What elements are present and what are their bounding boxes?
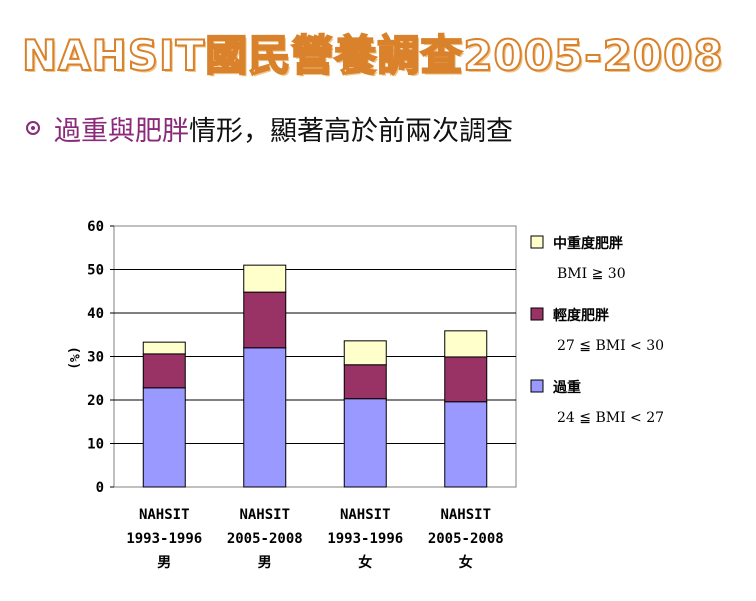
legend-criterion-1: BMI ≧ 30 <box>557 266 626 282</box>
x-category-4-line-2: 2005-2008 <box>428 531 504 547</box>
bar-2-series-3 <box>243 264 287 293</box>
legend: 中重度肥胖 BMI ≧ 30 輕度肥胖 27 ≦ BMI < 30 過重 24 ≦ BMI… <box>530 235 664 426</box>
bar-1-series-2 <box>142 353 186 389</box>
y-axis-label: (%) <box>66 346 81 369</box>
slide-title: NAHSIT國民營養調查2005-2008 <box>21 30 724 81</box>
x-category-2-line-1: NAHSIT <box>239 507 290 523</box>
x-category-3-line-1: NAHSIT <box>340 507 391 523</box>
bar-4-series-3 <box>444 330 488 358</box>
y-tick-label-30: 30 <box>87 350 104 366</box>
x-category-4-line-3: 女 <box>459 554 473 571</box>
x-category-1-line-1: NAHSIT <box>139 507 190 523</box>
legend-swatch-2 <box>530 307 544 321</box>
bars <box>142 264 488 488</box>
bar-4-series-2 <box>444 356 488 403</box>
bullet-text: 過重與肥胖情形，顯著高於前兩次調查 <box>54 109 513 148</box>
legend-criterion-3: 24 ≦ BMI < 27 <box>557 410 664 426</box>
bar-3-series-1 <box>343 398 387 488</box>
bullet-circle-icon <box>26 121 40 135</box>
x-category-2-line-3: 男 <box>258 555 272 571</box>
y-tick-label-50: 50 <box>87 263 104 279</box>
y-tick-label-20: 20 <box>87 393 104 409</box>
x-category-1-line-2: 1993-1996 <box>126 531 202 547</box>
legend-criterion-2: 27 ≦ BMI < 30 <box>557 338 664 354</box>
x-category-3-line-2: 1993-1996 <box>327 531 403 547</box>
bullet-rest-text: 情形，顯著高於前兩次調查 <box>189 115 513 147</box>
x-category-3-line-3: 女 <box>358 554 372 571</box>
bullet-highlight-text: 過重與肥胖 <box>54 115 189 147</box>
y-axis-ticks: 0 10 20 30 40 50 60 <box>87 219 114 496</box>
x-category-2-line-2: 2005-2008 <box>227 531 303 547</box>
legend-name-1: 中重度肥胖 <box>553 235 623 252</box>
y-tick-label-40: 40 <box>87 306 104 322</box>
x-category-1-line-3: 男 <box>157 555 171 571</box>
legend-name-2: 輕度肥胖 <box>553 307 609 324</box>
bar-3-series-3 <box>343 340 387 366</box>
bar-1-series-3 <box>142 341 186 355</box>
bar-1-series-1 <box>142 387 186 488</box>
y-tick-label-0: 0 <box>96 480 104 496</box>
bar-2-series-1 <box>243 347 287 488</box>
bar-4-series-1 <box>444 401 488 488</box>
y-tick-label-10: 10 <box>87 437 104 453</box>
x-axis-categories: NAHSIT 1993-1996 男 NAHSIT 2005-2008 男 NAHSIT 19… <box>126 507 503 571</box>
bullet-point: 過重與肥胖情形，顯著高於前兩次調查 <box>26 108 513 148</box>
legend-swatch-3 <box>530 379 544 393</box>
legend-swatch-1 <box>530 235 544 249</box>
bar-3-series-2 <box>343 364 387 400</box>
y-tick-label-60: 60 <box>87 219 104 235</box>
legend-name-3: 過重 <box>552 379 581 396</box>
bar-2-series-2 <box>243 291 287 349</box>
x-category-4-line-1: NAHSIT <box>440 507 491 523</box>
